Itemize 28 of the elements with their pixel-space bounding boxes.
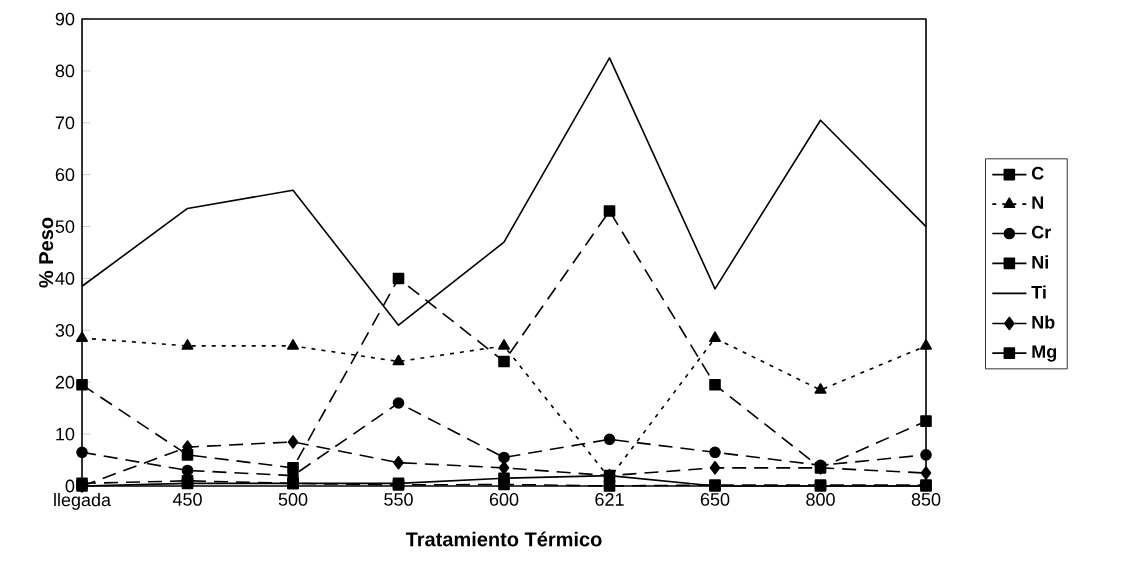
y-tick-label: 50: [55, 220, 75, 233]
legend-label: Ti: [1031, 285, 1046, 299]
y-axis-title: % Peso: [39, 217, 54, 288]
x-tick-label: llegada: [54, 493, 112, 510]
x-tick-label: 550: [384, 493, 413, 506]
y-tick-label: 60: [55, 168, 75, 182]
x-tick-label: 850: [911, 493, 941, 506]
y-tick-label: 10: [56, 427, 75, 441]
y-tick-label: 40: [55, 272, 75, 285]
x-tick-label: 500: [278, 493, 308, 506]
y-tick-label: 30: [55, 323, 75, 337]
legend-label: Ni: [1032, 255, 1048, 269]
legend-label: Nb: [1032, 315, 1055, 329]
legend-label: Cr: [1031, 225, 1051, 239]
legend-label: N: [1032, 196, 1044, 209]
legend-label: Mg: [1032, 345, 1057, 362]
x-tick-label: 600: [489, 493, 519, 506]
y-tick-label: 70: [55, 116, 75, 130]
x-tick-label: 650: [700, 493, 730, 506]
x-tick-label: 800: [806, 493, 835, 506]
y-tick-label: 90: [55, 12, 75, 26]
y-tick-label: 80: [55, 64, 75, 78]
x-axis-title: Tratamiento Térmico: [405, 531, 602, 547]
legend-label: C: [1031, 166, 1044, 180]
x-tick-label: 621: [595, 493, 624, 506]
y-tick-label: 20: [55, 375, 75, 389]
x-tick-label: 450: [172, 493, 202, 506]
y-tick-label: 0: [65, 479, 75, 493]
